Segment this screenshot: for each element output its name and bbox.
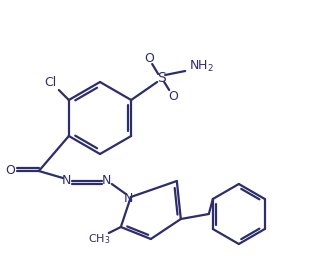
Text: O: O xyxy=(5,165,15,178)
Text: NH$_2$: NH$_2$ xyxy=(189,59,214,74)
Text: N: N xyxy=(62,174,72,188)
Text: O: O xyxy=(168,91,178,103)
Text: S: S xyxy=(157,71,166,85)
Text: N: N xyxy=(124,192,134,206)
Text: N: N xyxy=(102,174,112,188)
Text: Cl: Cl xyxy=(45,76,57,88)
Text: CH$_3$: CH$_3$ xyxy=(88,232,110,246)
Text: O: O xyxy=(144,52,154,64)
